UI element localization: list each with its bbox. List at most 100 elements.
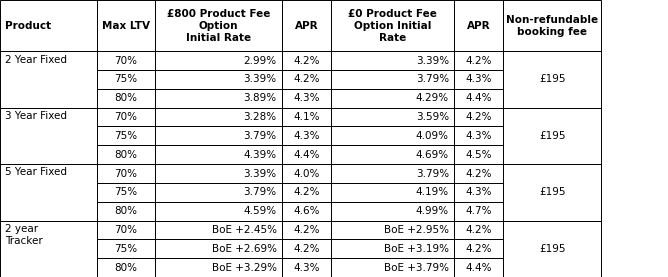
- Bar: [282, 89, 331, 108]
- Bar: [155, 239, 282, 258]
- Bar: [155, 258, 282, 277]
- Text: 4.3%: 4.3%: [293, 263, 319, 273]
- Text: 4.29%: 4.29%: [415, 93, 449, 103]
- Bar: [331, 70, 454, 89]
- Bar: [0, 51, 97, 108]
- Bar: [454, 258, 503, 277]
- Bar: [0, 0, 97, 51]
- Text: 4.69%: 4.69%: [415, 150, 449, 160]
- Text: 4.2%: 4.2%: [466, 225, 492, 235]
- Bar: [97, 202, 155, 220]
- Bar: [331, 164, 454, 183]
- Bar: [331, 202, 454, 220]
- Bar: [282, 145, 331, 164]
- Bar: [331, 258, 454, 277]
- Bar: [454, 239, 503, 258]
- Text: 4.7%: 4.7%: [466, 206, 492, 216]
- Text: BoE +3.29%: BoE +3.29%: [212, 263, 277, 273]
- Text: 4.5%: 4.5%: [466, 150, 492, 160]
- Bar: [155, 70, 282, 89]
- Text: 4.2%: 4.2%: [293, 56, 319, 66]
- Text: 4.3%: 4.3%: [466, 75, 492, 84]
- Bar: [331, 127, 454, 145]
- Bar: [282, 127, 331, 145]
- Text: 4.3%: 4.3%: [466, 187, 492, 197]
- Bar: [503, 220, 601, 277]
- Bar: [97, 108, 155, 127]
- Text: £195: £195: [539, 187, 565, 197]
- Text: 80%: 80%: [114, 263, 138, 273]
- Bar: [503, 108, 601, 164]
- Text: 4.2%: 4.2%: [293, 187, 319, 197]
- Bar: [155, 220, 282, 239]
- Text: 80%: 80%: [114, 150, 138, 160]
- Text: 3 Year Fixed: 3 Year Fixed: [5, 111, 67, 121]
- Text: 3.39%: 3.39%: [243, 168, 277, 179]
- Text: 4.2%: 4.2%: [293, 75, 319, 84]
- Text: Non-refundable
booking fee: Non-refundable booking fee: [506, 15, 598, 37]
- Text: BoE +2.95%: BoE +2.95%: [384, 225, 449, 235]
- Text: 4.2%: 4.2%: [466, 112, 492, 122]
- Text: BoE +2.45%: BoE +2.45%: [212, 225, 277, 235]
- Bar: [454, 202, 503, 220]
- Bar: [97, 70, 155, 89]
- Text: 3.79%: 3.79%: [415, 75, 449, 84]
- Text: 3.79%: 3.79%: [415, 168, 449, 179]
- Bar: [155, 51, 282, 70]
- Text: 4.1%: 4.1%: [293, 112, 319, 122]
- Text: 75%: 75%: [114, 244, 138, 254]
- Text: 75%: 75%: [114, 187, 138, 197]
- Bar: [503, 51, 601, 108]
- Text: BoE +3.19%: BoE +3.19%: [384, 244, 449, 254]
- Text: 3.39%: 3.39%: [415, 56, 449, 66]
- Bar: [331, 108, 454, 127]
- Bar: [331, 0, 454, 51]
- Text: BoE +3.79%: BoE +3.79%: [384, 263, 449, 273]
- Text: 4.4%: 4.4%: [293, 150, 319, 160]
- Text: 2 Year Fixed: 2 Year Fixed: [5, 55, 67, 65]
- Bar: [331, 145, 454, 164]
- Text: 3.39%: 3.39%: [243, 75, 277, 84]
- Text: APR: APR: [295, 20, 318, 31]
- Bar: [454, 164, 503, 183]
- Text: £195: £195: [539, 75, 565, 84]
- Text: £800 Product Fee
Option
Initial Rate: £800 Product Fee Option Initial Rate: [167, 9, 270, 43]
- Text: 3.79%: 3.79%: [243, 131, 277, 141]
- Bar: [454, 183, 503, 202]
- Bar: [155, 202, 282, 220]
- Text: BoE +2.69%: BoE +2.69%: [212, 244, 277, 254]
- Bar: [155, 127, 282, 145]
- Text: 4.0%: 4.0%: [293, 168, 319, 179]
- Bar: [97, 51, 155, 70]
- Text: 2 year
Tracker: 2 year Tracker: [5, 224, 43, 246]
- Bar: [454, 89, 503, 108]
- Bar: [454, 51, 503, 70]
- Text: Max LTV: Max LTV: [102, 20, 150, 31]
- Bar: [454, 220, 503, 239]
- Text: 4.19%: 4.19%: [415, 187, 449, 197]
- Text: Product: Product: [5, 20, 51, 31]
- Bar: [282, 183, 331, 202]
- Bar: [282, 164, 331, 183]
- Bar: [454, 0, 503, 51]
- Bar: [454, 108, 503, 127]
- Text: APR: APR: [467, 20, 490, 31]
- Text: 4.99%: 4.99%: [415, 206, 449, 216]
- Text: 70%: 70%: [114, 168, 138, 179]
- Bar: [155, 108, 282, 127]
- Text: 4.2%: 4.2%: [466, 244, 492, 254]
- Text: 2.99%: 2.99%: [243, 56, 277, 66]
- Bar: [97, 127, 155, 145]
- Bar: [97, 183, 155, 202]
- Text: £0 Product Fee
Option Initial
Rate: £0 Product Fee Option Initial Rate: [348, 9, 437, 43]
- Bar: [97, 258, 155, 277]
- Bar: [454, 127, 503, 145]
- Bar: [331, 239, 454, 258]
- Text: 80%: 80%: [114, 206, 138, 216]
- Bar: [97, 0, 155, 51]
- Bar: [97, 239, 155, 258]
- Text: 75%: 75%: [114, 75, 138, 84]
- Bar: [282, 239, 331, 258]
- Bar: [155, 183, 282, 202]
- Text: 3.28%: 3.28%: [243, 112, 277, 122]
